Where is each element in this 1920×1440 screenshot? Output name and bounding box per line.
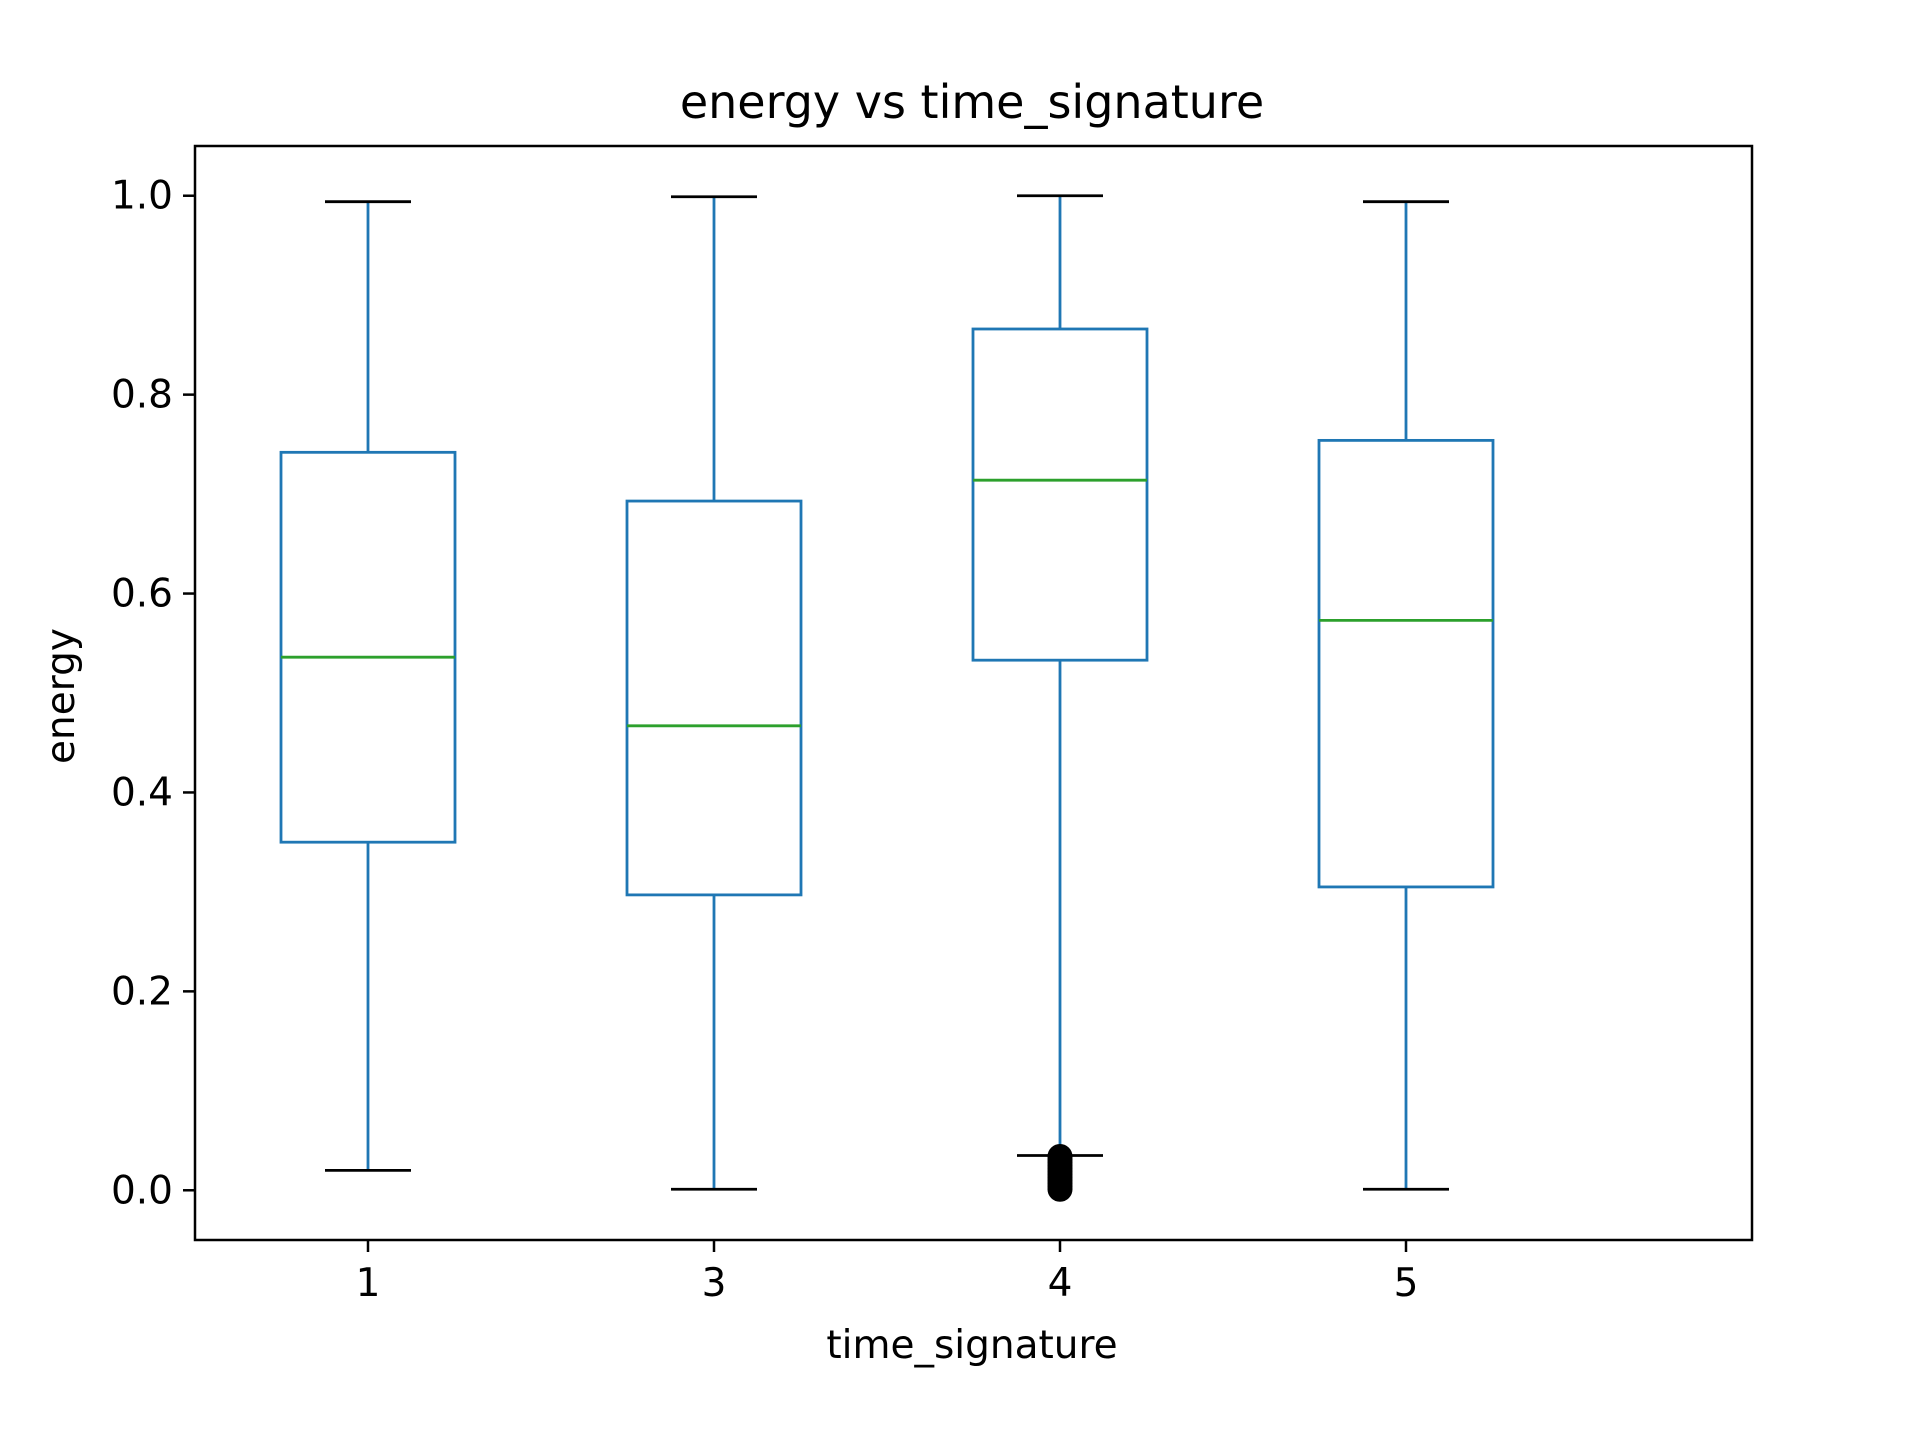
y-tick-label: 1.0 (111, 174, 173, 219)
y-tick-label: 0.8 (111, 373, 173, 418)
plot-frame (193, 144, 1754, 1242)
box-group-3 (625, 195, 803, 1191)
y-tick-label: 0.6 (111, 572, 173, 617)
x-tick-label: 4 (1048, 1261, 1073, 1306)
iqr-box (625, 499, 803, 897)
y-axis: 0.0 0.2 0.4 0.6 0.8 1.0 (111, 174, 195, 1213)
x-tick-label: 1 (356, 1261, 381, 1306)
box-group-4 (971, 194, 1149, 1202)
x-axis: 1 3 4 5 (356, 1240, 1419, 1306)
x-axis-label: time_signature (826, 1323, 1117, 1368)
y-tick-label: 0.0 (111, 1168, 173, 1213)
iqr-box (1317, 438, 1495, 889)
chart-title: energy vs time_signature (680, 75, 1264, 129)
y-axis-label: energy (39, 628, 84, 764)
iqr-box (279, 450, 457, 844)
box-group-5 (1317, 200, 1495, 1191)
y-tick-label: 0.4 (111, 770, 173, 815)
x-tick-label: 5 (1394, 1261, 1419, 1306)
plot-area (279, 194, 1495, 1202)
outlier-point (1047, 1176, 1073, 1202)
box-group-1 (279, 200, 457, 1172)
y-tick-label: 0.2 (111, 969, 173, 1014)
x-tick-label: 3 (702, 1261, 727, 1306)
iqr-box (971, 327, 1149, 662)
